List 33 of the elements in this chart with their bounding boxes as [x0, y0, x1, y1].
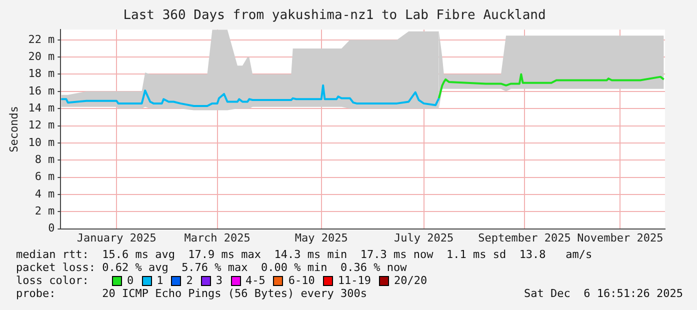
legend-label: 4-5 — [246, 274, 266, 287]
y-tick-label: 18 m — [28, 67, 56, 80]
y-tick-label: 6 m — [34, 170, 56, 184]
text: Sat Dec 6 16:51:26 2025 — [524, 287, 683, 300]
x-tick-label: January 2025 — [76, 231, 156, 244]
x-tick-label: September 2025 — [478, 231, 571, 244]
legend-title: loss color: — [16, 274, 90, 287]
text: probe: 20 ICMP Echo Pings (56 Bytes) every 300s — [16, 287, 367, 300]
y-tick-label: 22 m — [28, 32, 56, 46]
legend-label: 6-10 — [288, 274, 315, 287]
chart-title: Last 360 Days from yakushima-nz1 to Lab Fibre Auckland — [123, 8, 546, 24]
y-tick-label: 12 m — [28, 118, 56, 132]
y-tick-label: 8 m — [34, 152, 56, 166]
legend-label: 2 — [186, 274, 193, 287]
text: packet loss: 0.62 % avg 5.76 % max 0.00 % min 0.36 % now — [16, 261, 408, 274]
y-tick-label: 20 m — [28, 50, 56, 63]
y-tick-label: 16 m — [28, 84, 56, 98]
y-tick-label: 0 — [48, 222, 55, 235]
y-axis-title: Seconds — [7, 106, 20, 152]
y-tick-label: 10 m — [28, 136, 56, 149]
y-tick-label: 4 m — [34, 187, 56, 200]
y-tick-label: 2 m — [34, 204, 56, 218]
y-tick-label: 14 m — [28, 101, 56, 114]
x-tick-label: November 2025 — [577, 231, 664, 244]
x-tick-label: March 2025 — [184, 231, 250, 244]
legend-label: 1 — [156, 274, 164, 287]
x-tick-label: May 2025 — [294, 231, 348, 244]
legend-label: 0 — [127, 274, 134, 287]
legend-label: 20/20 — [394, 274, 428, 287]
legend-label: 11-19 — [338, 274, 371, 287]
x-tick-label: July 2025 — [394, 231, 454, 244]
legend-label: 3 — [216, 274, 222, 287]
text: median rtt: 15.6 ms avg 17.9 ms max 14.3 ms min 17.3 ms now 1.1 ms sd 13.8 am/s — [16, 248, 594, 261]
